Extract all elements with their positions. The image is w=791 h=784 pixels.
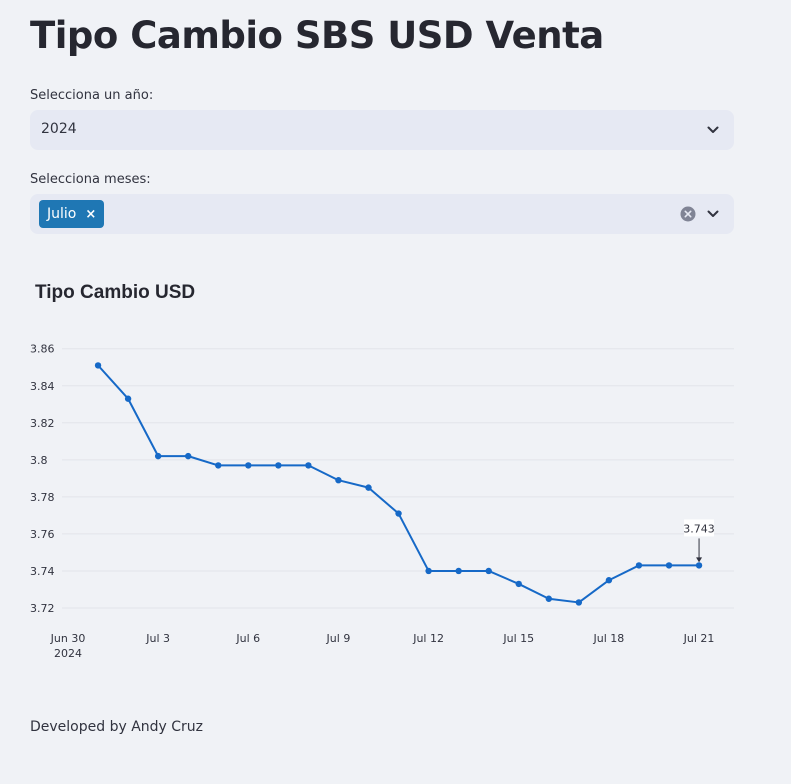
chart-title: Tipo Cambio USD (35, 282, 196, 303)
x-tick-label: Jul 3 (145, 632, 170, 645)
data-point (335, 477, 342, 484)
footer-credit: Developed by Andy Cruz (30, 719, 204, 735)
annotation-arrowhead (696, 557, 703, 563)
data-point (575, 599, 583, 606)
x-tick-label: Jul 9 (326, 632, 351, 645)
year-select-value: 2024 (41, 121, 77, 137)
data-point (605, 577, 613, 584)
data-point (425, 567, 432, 575)
data-point (455, 567, 462, 575)
data-point (185, 452, 192, 460)
month-multiselect[interactable]: Julio × (30, 194, 734, 234)
data-point (275, 462, 282, 469)
x-tick-label: Jul 15 (502, 632, 534, 645)
page-title: Tipo Cambio SBS USD Venta (30, 14, 604, 57)
y-tick-label: 3.82 (30, 417, 55, 430)
line-chart: 3.72 3.74 3.76 3.78 3.8 3.82 3.84 3.86 Jun 30 20… (30, 343, 734, 660)
x-tick-label: Jul 18 (593, 632, 625, 645)
series-line (97, 364, 700, 604)
data-point (695, 562, 703, 569)
month-tag-label: Julio (47, 206, 77, 222)
y-tick-label: 3.78 (30, 491, 55, 504)
data-point (305, 462, 312, 469)
data-point (154, 452, 162, 460)
data-point (485, 567, 492, 575)
y-tick-label: 3.86 (30, 343, 55, 356)
chevron-down-icon[interactable] (706, 123, 720, 137)
tag-remove-icon[interactable]: × (85, 206, 97, 222)
y-tick-label: 3.84 (30, 380, 55, 393)
grid-layer (62, 348, 734, 609)
x-tick-label: Jul 6 (235, 632, 260, 645)
data-point (635, 562, 643, 569)
data-point (665, 562, 673, 569)
annotation-layer: 3.743 (683, 519, 715, 563)
annotation-label: 3.743 (683, 522, 715, 535)
year-select[interactable]: 2024 (30, 110, 734, 150)
y-tick-label: 3.8 (30, 454, 48, 467)
series-layer (94, 362, 703, 606)
data-point (515, 580, 522, 588)
data-point (395, 510, 402, 517)
data-point (124, 395, 132, 402)
y-axis: 3.72 3.74 3.76 3.78 3.8 3.82 3.84 3.86 (30, 343, 55, 615)
x-tick-label: Jun 30 (50, 632, 86, 645)
data-point (365, 484, 372, 491)
y-tick-label: 3.72 (30, 602, 55, 615)
x-tick-label: Jul 12 (412, 632, 444, 645)
y-tick-label: 3.76 (30, 528, 55, 541)
y-tick-label: 3.74 (30, 565, 55, 578)
month-select-label: Selecciona meses: (30, 172, 151, 187)
clear-icon[interactable] (680, 206, 696, 222)
data-point (245, 462, 252, 469)
data-point (94, 362, 102, 369)
month-tag-julio[interactable]: Julio × (39, 200, 105, 228)
annotation-box (684, 519, 715, 537)
data-point (545, 595, 552, 602)
data-point (215, 462, 222, 469)
x-axis: Jun 30 2024 Jul 3 Jul 6 Jul 9 Jul 12 Jul 15 Jul… (50, 632, 715, 660)
year-select-label: Selecciona un año: (30, 88, 154, 103)
chevron-down-icon[interactable] (706, 207, 720, 221)
x-tick-sublabel: 2024 (54, 647, 82, 660)
x-tick-label: Jul 21 (683, 632, 715, 645)
